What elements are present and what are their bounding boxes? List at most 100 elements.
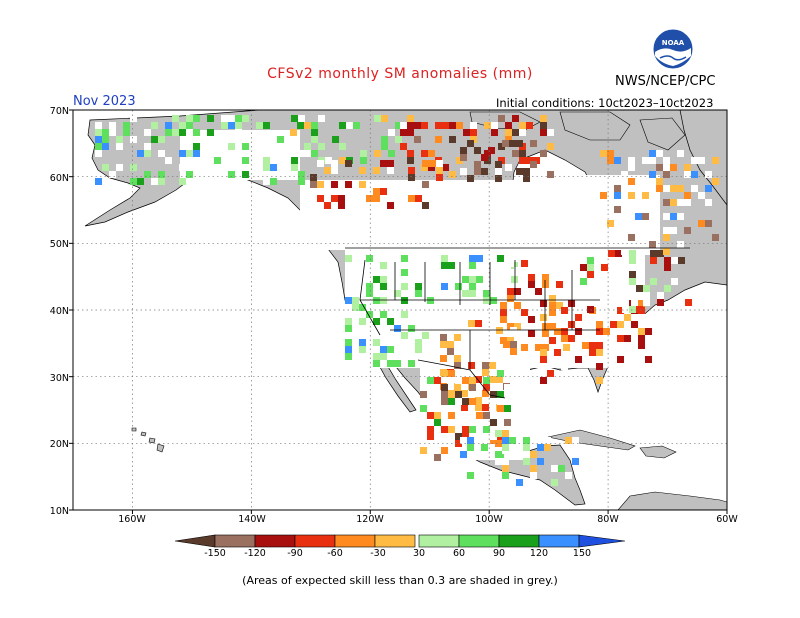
anomaly-cell (102, 143, 109, 150)
anomaly-cell (455, 440, 462, 447)
anomaly-cell (610, 363, 617, 370)
anomaly-cell (537, 444, 544, 451)
anomaly-cell (580, 278, 587, 285)
anomaly-cell (670, 164, 677, 171)
anomaly-cell (462, 433, 469, 440)
anomaly-cell (373, 360, 380, 367)
anomaly-cell (502, 465, 509, 472)
anomaly-cell (366, 290, 373, 297)
anomaly-cell (530, 430, 537, 437)
anomaly-cell (428, 150, 435, 157)
anomaly-cell (387, 209, 394, 216)
anomaly-cell (554, 349, 561, 356)
anomaly-cell (540, 377, 547, 384)
colorbar-high-arrow (578, 534, 626, 548)
anomaly-cell (502, 430, 509, 437)
anomaly-cell (587, 257, 594, 264)
anomaly-cell (596, 314, 603, 321)
colorbar-bin (418, 534, 460, 548)
anomaly-cell (528, 295, 535, 302)
anomaly-cell (373, 339, 380, 346)
anomaly-cell (488, 147, 495, 154)
anomaly-cell (395, 136, 402, 143)
anomaly-cell (186, 171, 193, 178)
anomaly-cell (587, 271, 594, 278)
anomaly-cell (607, 241, 614, 248)
footnote: (Areas of expected skill less than 0.3 a… (242, 574, 558, 587)
anomaly-cell (277, 136, 284, 143)
anomaly-cell (380, 346, 387, 353)
anomaly-cell (556, 302, 563, 309)
anomaly-cell (116, 136, 123, 143)
anomaly-cell (401, 332, 408, 339)
anomaly-cell (677, 150, 684, 157)
anomaly-cell (420, 447, 427, 454)
anomaly-cell (434, 269, 441, 276)
anomaly-cell (263, 178, 270, 185)
anomaly-cell (705, 220, 712, 227)
anomaly-cell (317, 195, 324, 202)
anomaly-cell (172, 115, 179, 122)
anomaly-cell (483, 384, 490, 391)
anomaly-cell (144, 129, 151, 136)
anomaly-cell (649, 157, 656, 164)
anomaly-cell (650, 278, 657, 285)
anomaly-cell (621, 248, 628, 255)
anomaly-cell (621, 206, 628, 213)
anomaly-cell (380, 262, 387, 269)
anomaly-cell (582, 342, 589, 349)
anomaly-cell (496, 327, 503, 334)
anomaly-cell (158, 136, 165, 143)
anomaly-cell (428, 164, 435, 171)
anomaly-cell (663, 248, 670, 255)
anomaly-cell (421, 150, 428, 157)
anomaly-cell (401, 311, 408, 318)
anomaly-cell (440, 341, 447, 348)
anomaly-cell (587, 306, 594, 313)
anomaly-cell (535, 288, 542, 295)
anomaly-cell (621, 171, 628, 178)
anomaly-cell (449, 171, 456, 178)
lon-label: 60W (716, 514, 738, 525)
anomaly-cell (373, 353, 380, 360)
anomaly-cell (359, 304, 366, 311)
anomaly-cell (649, 241, 656, 248)
anomaly-cell (207, 171, 214, 178)
anomaly-cell (698, 192, 705, 199)
anomaly-cell (448, 391, 455, 398)
anomaly-cell (165, 157, 172, 164)
anomaly-cell (401, 255, 408, 262)
anomaly-cell (297, 150, 304, 157)
anomaly-cell (670, 213, 677, 220)
anomaly-cell (455, 398, 462, 405)
anomaly-cell (507, 309, 514, 316)
anomaly-cell (242, 171, 249, 178)
anomaly-cell (151, 136, 158, 143)
anomaly-cell (497, 255, 504, 262)
anomaly-cell (207, 115, 214, 122)
anomaly-cell (441, 283, 448, 290)
anomaly-cell (596, 349, 603, 356)
anomaly-cell (540, 356, 547, 363)
anomaly-cell (345, 346, 352, 353)
anomaly-cell (500, 337, 507, 344)
anomaly-cell (179, 129, 186, 136)
anomaly-cell (537, 458, 544, 465)
anomaly-cell (481, 168, 488, 175)
anomaly-cell (221, 122, 228, 129)
anomaly-cell (481, 154, 488, 161)
colorbar-bin (538, 534, 580, 548)
hispaniola (639, 445, 677, 459)
anomaly-cell (656, 178, 663, 185)
anomaly-cell (407, 129, 414, 136)
anomaly-cell (179, 150, 186, 157)
anomaly-cell (381, 115, 388, 122)
anomaly-cell (427, 377, 434, 384)
anomaly-cell (691, 185, 698, 192)
anomaly-cell (482, 404, 489, 411)
anomaly-cell (691, 157, 698, 164)
anomaly-cell (179, 164, 186, 171)
anomaly-cell (242, 115, 249, 122)
anomaly-cell (642, 157, 649, 164)
colorbar-label: -30 (370, 548, 386, 559)
